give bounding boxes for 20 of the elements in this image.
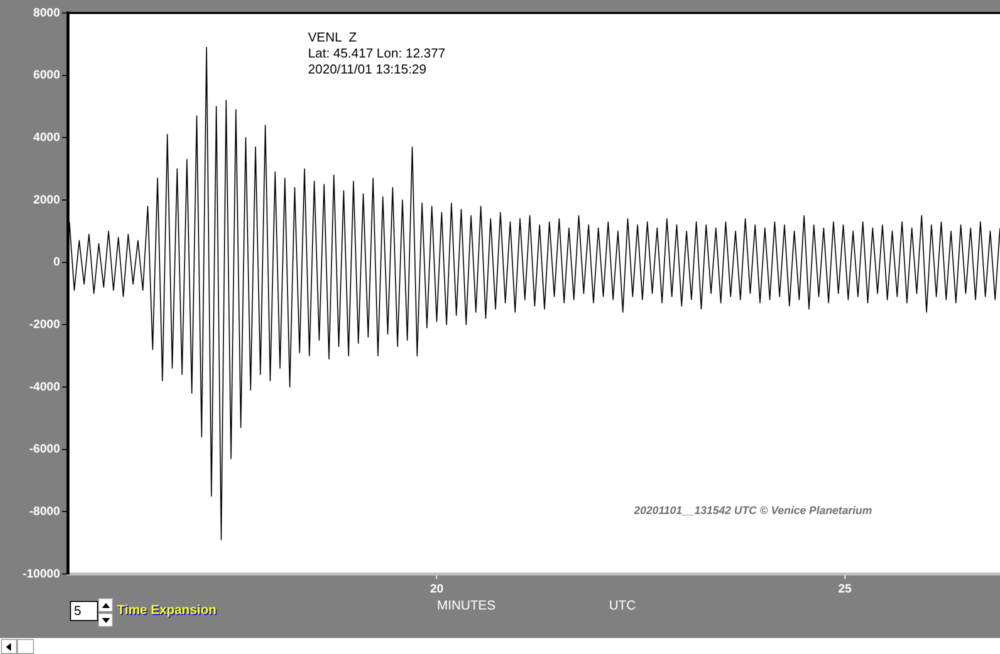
- y-tick-label: -6000: [29, 442, 60, 456]
- text: UTC: [609, 598, 636, 613]
- x-axis-title: MINUTES: [437, 598, 496, 613]
- annotation: 2020/11/01 13:15:29: [308, 62, 426, 77]
- text: VENL Z: [308, 30, 357, 45]
- y-tick-label: 0: [53, 254, 60, 269]
- y-tick-label: -4000: [29, 379, 60, 394]
- y-tick-label: -10000: [22, 566, 60, 580]
- x-tick-label: 25: [838, 582, 852, 596]
- x-tick-label: 20: [430, 582, 444, 596]
- y-tick-label: 4000: [33, 130, 60, 144]
- text: Time Expansion: [117, 602, 216, 618]
- annotation: 20201101__131542 UTC © Venice Planetarium: [633, 505, 872, 518]
- y-tick-label: -2000: [29, 316, 60, 331]
- y-tick-label: 6000: [33, 68, 60, 82]
- y-tick-label: -8000: [29, 504, 60, 518]
- number-field: 5: [70, 601, 98, 621]
- y-tick-label: 2000: [33, 192, 60, 206]
- text: Lat: 45.417 Lon: 12.377: [308, 46, 446, 61]
- y-tick-label: 8000: [33, 5, 60, 20]
